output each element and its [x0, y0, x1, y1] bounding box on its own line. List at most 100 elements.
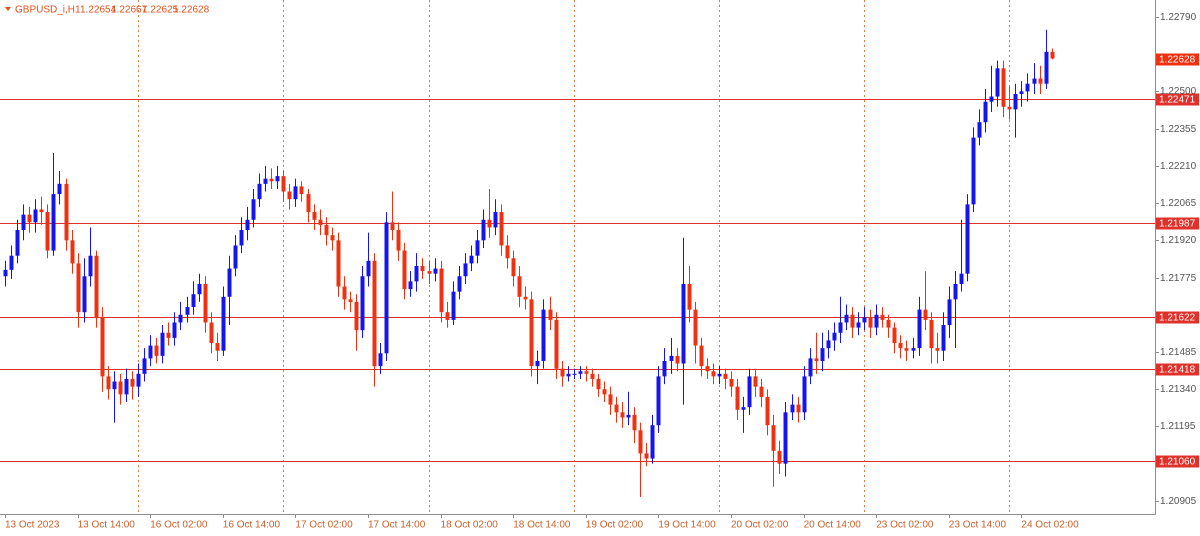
- candle-body: [100, 317, 105, 377]
- candle-body: [414, 265, 419, 282]
- candle-body: [644, 453, 649, 459]
- current-price-label: 1.22628: [1159, 55, 1196, 66]
- candle-body: [572, 373, 577, 375]
- y-tick-label: 1.21485: [1160, 347, 1197, 358]
- candle-body: [747, 376, 752, 408]
- candle-body: [457, 276, 462, 292]
- candle-body: [318, 219, 323, 225]
- candle-body: [977, 122, 982, 138]
- candle-body: [632, 414, 637, 431]
- candle-body: [935, 348, 940, 351]
- candle-body: [21, 214, 26, 231]
- candle-body: [299, 186, 304, 195]
- candle-body: [995, 68, 1000, 97]
- candle-body: [263, 178, 268, 184]
- candle-body: [608, 394, 613, 405]
- candle-body: [560, 368, 565, 377]
- candle-body: [693, 309, 698, 346]
- candle-body: [118, 381, 123, 395]
- candle-body: [850, 314, 855, 328]
- candle-body: [366, 260, 371, 277]
- candle-body: [541, 309, 546, 361]
- candle-body: [862, 317, 867, 323]
- candle-body: [802, 376, 807, 413]
- level-label: 1.21622: [1159, 313, 1196, 324]
- candle-body: [1013, 93, 1018, 110]
- candle-body: [844, 314, 849, 323]
- candle-body: [427, 271, 432, 274]
- candle-body: [898, 343, 903, 349]
- candle-body: [1025, 83, 1030, 92]
- level-tag: [1156, 311, 1199, 324]
- x-tick-label: 19 Oct 14:00: [658, 520, 716, 531]
- candle-body: [1019, 91, 1024, 94]
- candle-body: [439, 268, 444, 313]
- candle-body: [983, 101, 988, 123]
- candle-body: [203, 283, 208, 323]
- candle-body: [959, 273, 964, 284]
- y-tick-label: 1.22210: [1160, 161, 1197, 172]
- candle-body: [590, 373, 595, 379]
- candle-body: [197, 283, 202, 295]
- candle-body: [783, 412, 788, 464]
- candle-body: [1032, 78, 1037, 84]
- candle-body: [312, 212, 317, 220]
- candle-body: [614, 404, 619, 413]
- x-tick-label: 17 Oct 02:00: [295, 520, 353, 531]
- candle-body: [94, 255, 99, 318]
- candle-body: [481, 219, 486, 241]
- header-marker: [5, 7, 11, 11]
- candle-body: [554, 319, 559, 369]
- candle-body: [681, 283, 686, 364]
- x-tick-label: 13 Oct 14:00: [78, 520, 136, 531]
- candle-body: [106, 376, 111, 390]
- candle-body: [239, 230, 244, 246]
- candle-body: [390, 222, 395, 231]
- candle-body: [257, 183, 262, 200]
- x-tick-label: 17 Oct 14:00: [368, 520, 426, 531]
- candles: [3, 29, 1055, 498]
- candle-body: [33, 209, 38, 223]
- candle-body: [662, 360, 667, 377]
- x-tick-label: 16 Oct 02:00: [150, 520, 208, 531]
- candle-body: [227, 268, 232, 297]
- candle-body: [566, 373, 571, 377]
- candle-body: [215, 343, 220, 351]
- candle-body: [971, 137, 976, 205]
- x-tick-label: 24 Oct 02:00: [1021, 520, 1079, 531]
- y-tick-label: 1.22355: [1160, 124, 1197, 135]
- level-tag: [1156, 217, 1199, 230]
- candle-body: [1050, 51, 1055, 59]
- candle-body: [487, 219, 492, 228]
- candle-body: [57, 183, 62, 195]
- candle-body: [275, 176, 280, 182]
- candle-body: [856, 322, 861, 328]
- candle-body: [402, 250, 407, 290]
- candle-body: [172, 322, 177, 338]
- axes: 1.22790 1.22500 1.22355 1.22210 1.22065 1.219…: [5, 12, 1197, 531]
- candle-body: [989, 96, 994, 102]
- candle-body: [904, 348, 909, 351]
- candle-body: [136, 373, 141, 387]
- candle-body: [475, 240, 480, 256]
- x-tick-label: 20 Oct 14:00: [804, 520, 862, 531]
- candle-body: [826, 340, 831, 349]
- y-tick-label: 1.22790: [1160, 12, 1197, 23]
- candle-body: [523, 296, 528, 300]
- candle-body: [669, 355, 674, 361]
- candle-body: [445, 312, 450, 320]
- candle-body: [420, 265, 425, 272]
- candle-body: [777, 450, 782, 464]
- candle-body: [771, 425, 776, 451]
- candle-body: [759, 386, 764, 397]
- candle-body: [808, 358, 813, 377]
- candle-body: [929, 319, 934, 349]
- candle-body: [148, 345, 153, 359]
- candle-body: [941, 325, 946, 351]
- candle-body: [348, 299, 353, 302]
- x-tick-label: 16 Oct 14:00: [223, 520, 281, 531]
- x-tick-label: 23 Oct 02:00: [876, 520, 934, 531]
- candle-body: [330, 235, 335, 241]
- candle-body: [76, 263, 81, 313]
- candle-body: [384, 222, 389, 354]
